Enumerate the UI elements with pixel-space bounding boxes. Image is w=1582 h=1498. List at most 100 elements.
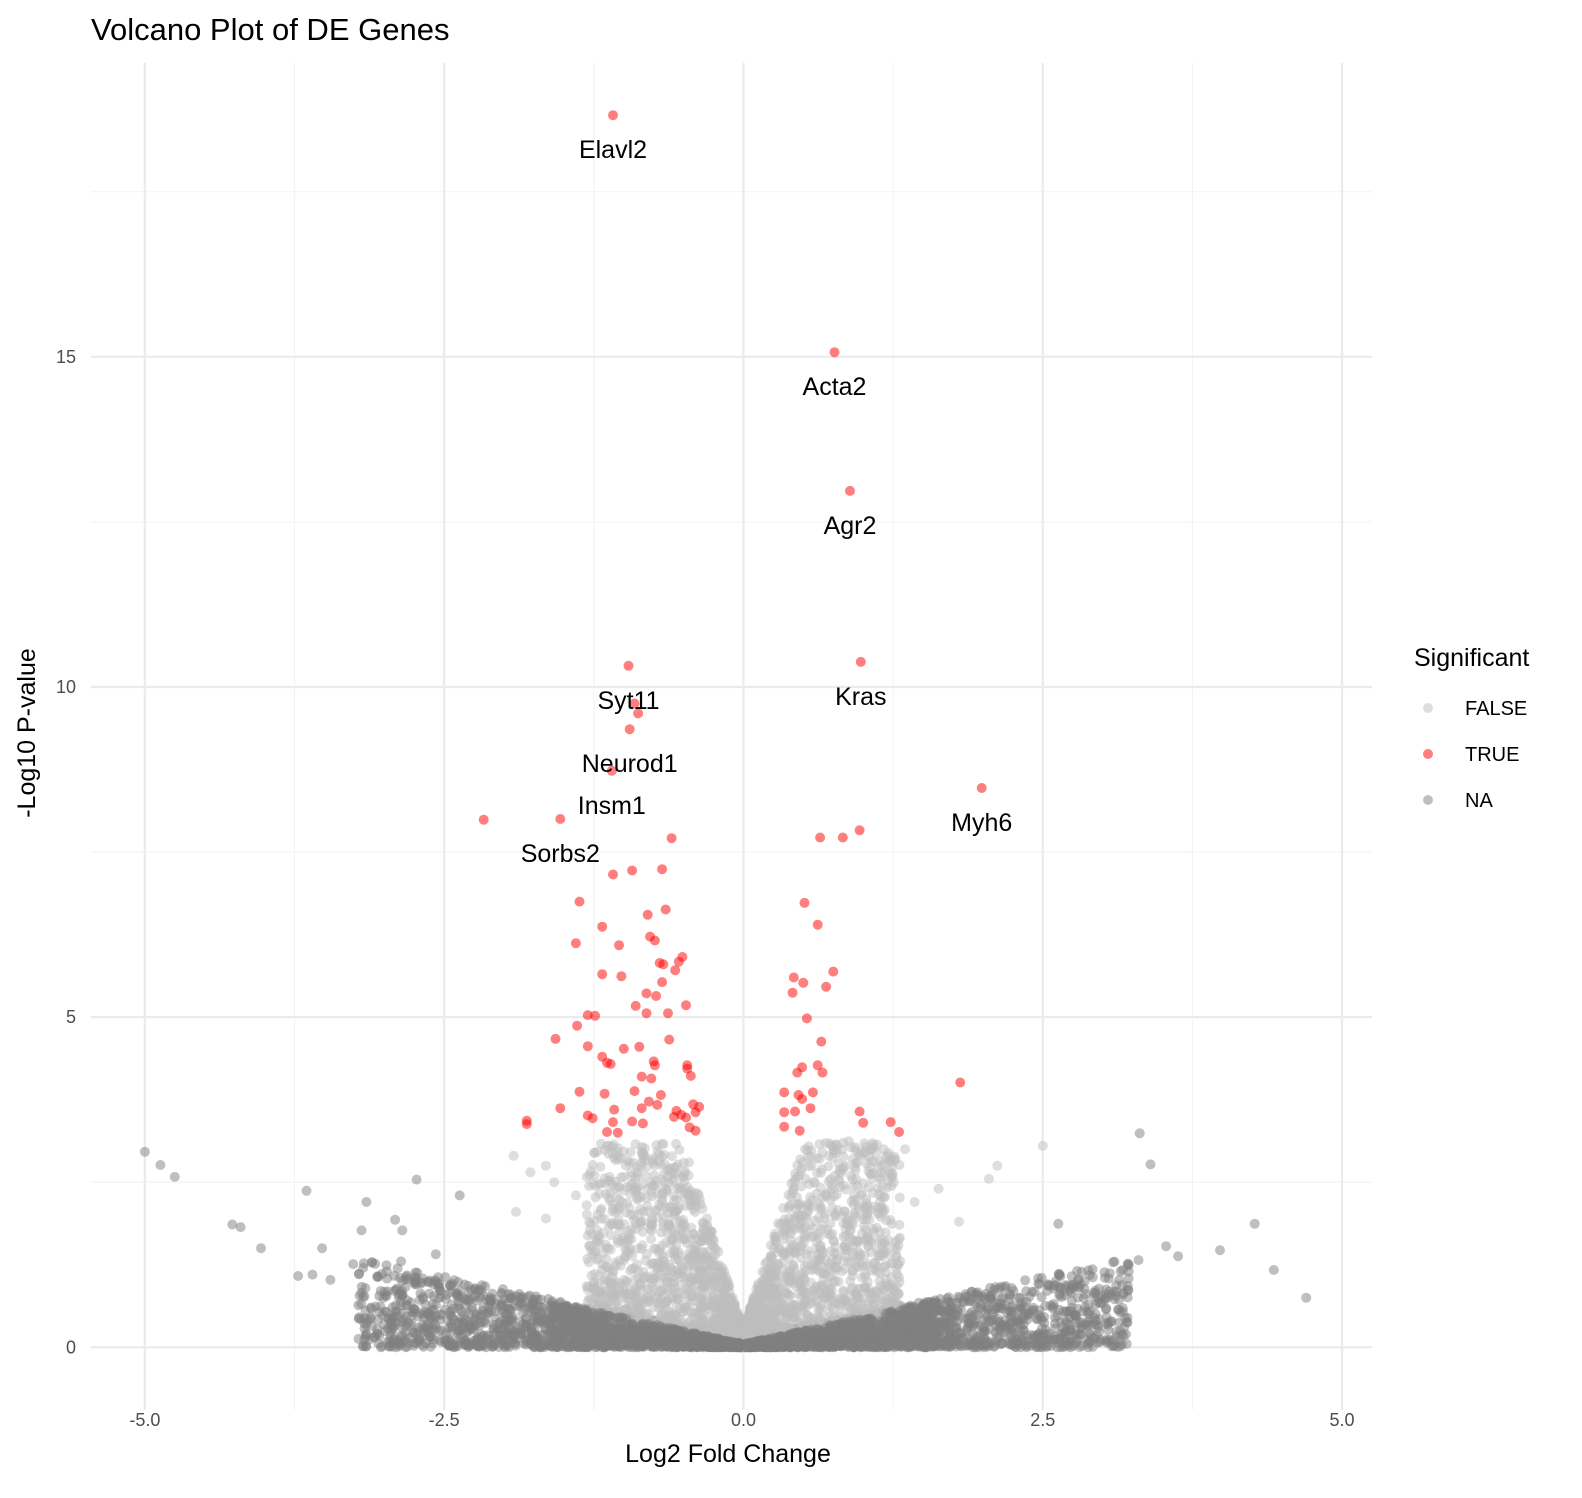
na-point	[1117, 1280, 1128, 1291]
na-point	[987, 1289, 998, 1300]
false-point	[581, 1200, 592, 1211]
na-point	[441, 1335, 452, 1346]
na-point	[481, 1294, 491, 1305]
na-point	[1052, 1310, 1063, 1321]
na-point	[169, 1171, 180, 1182]
na-point	[385, 1316, 396, 1327]
na-point	[446, 1281, 457, 1292]
na-point	[1068, 1341, 1079, 1351]
na-point	[396, 1256, 407, 1267]
na-point	[521, 1319, 531, 1330]
na-point	[534, 1311, 545, 1322]
na-point	[363, 1315, 373, 1326]
na-point	[457, 1292, 468, 1303]
na-point	[378, 1292, 389, 1303]
data-points	[139, 110, 1312, 1353]
na-point	[1123, 1259, 1133, 1270]
na-point	[505, 1305, 516, 1316]
na-point	[1173, 1251, 1184, 1262]
na-point	[1070, 1310, 1081, 1321]
na-point	[371, 1328, 382, 1339]
na-point	[529, 1298, 539, 1309]
na-point	[389, 1270, 400, 1281]
na-point	[974, 1340, 985, 1351]
na-point	[235, 1222, 246, 1233]
na-point	[527, 1339, 538, 1350]
na-point	[1268, 1265, 1279, 1275]
na-point	[1008, 1300, 1019, 1311]
na-point	[1021, 1308, 1032, 1319]
na-point	[497, 1307, 508, 1318]
na-point	[501, 1340, 512, 1351]
na-point	[358, 1340, 369, 1351]
na-point	[1012, 1339, 1023, 1350]
na-point	[409, 1340, 419, 1351]
na-point	[361, 1197, 372, 1207]
na-point	[1034, 1328, 1045, 1339]
na-point	[1117, 1339, 1127, 1350]
na-point	[1100, 1272, 1110, 1283]
na-point	[1100, 1294, 1111, 1305]
na-point	[1161, 1241, 1172, 1252]
na-point	[406, 1318, 417, 1329]
na-point	[1301, 1292, 1312, 1303]
na-point	[430, 1275, 441, 1286]
na-point	[489, 1329, 500, 1339]
na-point	[1055, 1271, 1066, 1281]
na-point	[977, 1327, 988, 1338]
na-point	[1108, 1257, 1119, 1268]
na-point	[455, 1313, 466, 1324]
na-point	[356, 1281, 367, 1292]
na-point	[953, 1291, 964, 1302]
na-point	[964, 1294, 975, 1305]
na-point	[1066, 1287, 1077, 1298]
na-point	[468, 1293, 479, 1304]
na-point	[440, 1272, 451, 1283]
na-point	[496, 1287, 507, 1298]
na-point	[1079, 1276, 1090, 1287]
minor-gridlines	[91, 63, 1372, 1410]
na-point	[473, 1284, 484, 1295]
na-point	[354, 1268, 365, 1279]
na-point	[980, 1307, 991, 1318]
na-point	[390, 1214, 401, 1225]
na-point	[504, 1314, 515, 1325]
na-point	[462, 1325, 473, 1336]
na-point	[1041, 1342, 1052, 1352]
na-point	[430, 1249, 441, 1260]
na-point	[1249, 1218, 1260, 1229]
na-point	[1071, 1326, 1082, 1337]
na-point	[1078, 1293, 1089, 1304]
na-point	[1020, 1275, 1031, 1286]
na-point	[401, 1271, 412, 1282]
na-point	[410, 1273, 421, 1284]
na-point	[411, 1174, 422, 1185]
na-point	[472, 1332, 483, 1343]
na-point	[1048, 1298, 1059, 1309]
false-point	[674, 1144, 685, 1155]
na-point	[301, 1185, 312, 1196]
na-point	[962, 1332, 973, 1343]
na-point	[483, 1307, 494, 1318]
na-point	[1103, 1336, 1114, 1347]
na-point	[393, 1337, 404, 1348]
na-point	[155, 1160, 166, 1170]
na-point	[1145, 1159, 1156, 1170]
na-point	[1092, 1320, 1103, 1331]
na-point	[1077, 1340, 1088, 1351]
na-point	[1053, 1218, 1064, 1229]
na-point	[487, 1341, 498, 1352]
na-point	[397, 1289, 408, 1300]
na-point	[293, 1271, 304, 1281]
na-point	[1008, 1286, 1019, 1296]
na-point	[1101, 1303, 1112, 1314]
na-point	[360, 1332, 371, 1343]
na-point	[428, 1291, 439, 1302]
na-point	[307, 1269, 318, 1280]
na-point	[1113, 1304, 1124, 1315]
na-point	[370, 1301, 381, 1312]
na-point	[941, 1326, 952, 1336]
na-point	[256, 1243, 266, 1254]
na-point	[995, 1339, 1006, 1350]
